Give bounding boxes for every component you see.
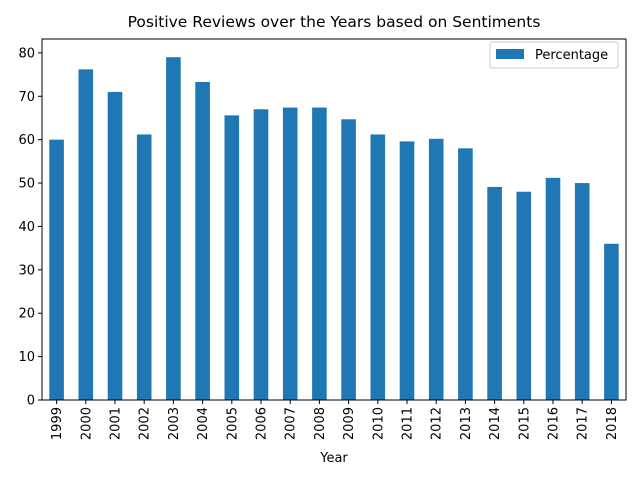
x-tick-label-2004: 2004 <box>196 407 211 440</box>
x-tick-label-2001: 2001 <box>109 407 124 440</box>
y-axis-ticks: 0 10 20 30 40 50 60 70 80 <box>18 46 42 409</box>
legend-frame <box>489 41 619 69</box>
x-tick-label-2006: 2006 <box>255 407 270 440</box>
y-tick-label-80: 80 <box>18 46 35 61</box>
x-tick-label-1999: 1999 <box>50 407 65 440</box>
y-tick-label-60: 60 <box>18 133 35 148</box>
x-tick-label-2002: 2002 <box>138 407 153 440</box>
bar-2016 <box>545 177 561 400</box>
bar-2012 <box>428 138 444 401</box>
x-tick-label-2005: 2005 <box>225 407 240 440</box>
bars <box>49 57 619 401</box>
bar-2009 <box>341 119 356 401</box>
legend: Percentage <box>489 41 619 69</box>
x-tick-label-2012: 2012 <box>430 407 445 440</box>
bar-2000 <box>78 69 94 401</box>
y-tick-label-30: 30 <box>18 263 35 278</box>
y-tick-label-20: 20 <box>18 307 35 322</box>
bar-2003 <box>166 57 181 400</box>
bar-2006 <box>253 109 269 400</box>
bar-2013 <box>458 148 473 400</box>
x-tick-label-2003: 2003 <box>167 407 182 440</box>
bar-2004 <box>195 81 210 401</box>
x-tick-label-2014: 2014 <box>488 407 503 440</box>
legend-swatch <box>496 49 524 59</box>
x-tick-label-2013: 2013 <box>459 407 474 440</box>
y-tick-label-10: 10 <box>18 350 35 365</box>
x-axis-ticks: 1999 2000 2001 2002 2003 2004 2005 2006 2007 2008… <box>50 400 620 440</box>
x-tick-label-2016: 2016 <box>547 407 562 440</box>
y-tick-label-40: 40 <box>18 220 35 235</box>
bar-2002 <box>136 134 152 400</box>
x-tick-label-2018: 2018 <box>605 407 620 440</box>
bar-2017 <box>574 183 590 400</box>
bar-2007 <box>282 107 298 400</box>
bar-2005 <box>224 115 240 401</box>
bar-2014 <box>487 186 502 400</box>
bar-2018 <box>604 243 619 400</box>
bar-1999 <box>49 139 64 400</box>
x-tick-label-2017: 2017 <box>576 407 591 440</box>
x-tick-label-2009: 2009 <box>342 407 357 440</box>
bar-2001 <box>107 91 123 400</box>
y-tick-label-0: 0 <box>27 394 35 409</box>
x-tick-label-2010: 2010 <box>371 407 386 440</box>
bar-2008 <box>312 107 327 400</box>
x-tick-label-2015: 2015 <box>517 407 532 440</box>
bar-2011 <box>399 141 415 400</box>
x-tick-label-2000: 2000 <box>79 407 94 440</box>
x-tick-label-2007: 2007 <box>284 407 299 440</box>
legend-label-percentage: Percentage <box>535 48 608 63</box>
bar-2015 <box>516 191 532 400</box>
x-axis-label: Year <box>319 451 348 466</box>
y-tick-label-50: 50 <box>18 177 35 192</box>
chart-title: Positive Reviews over the Years based on… <box>128 13 541 31</box>
x-tick-label-2011: 2011 <box>401 407 416 440</box>
plot-frame <box>41 38 627 401</box>
bar-2010 <box>370 134 386 400</box>
x-tick-label-2008: 2008 <box>313 407 328 440</box>
y-tick-label-70: 70 <box>18 90 35 105</box>
